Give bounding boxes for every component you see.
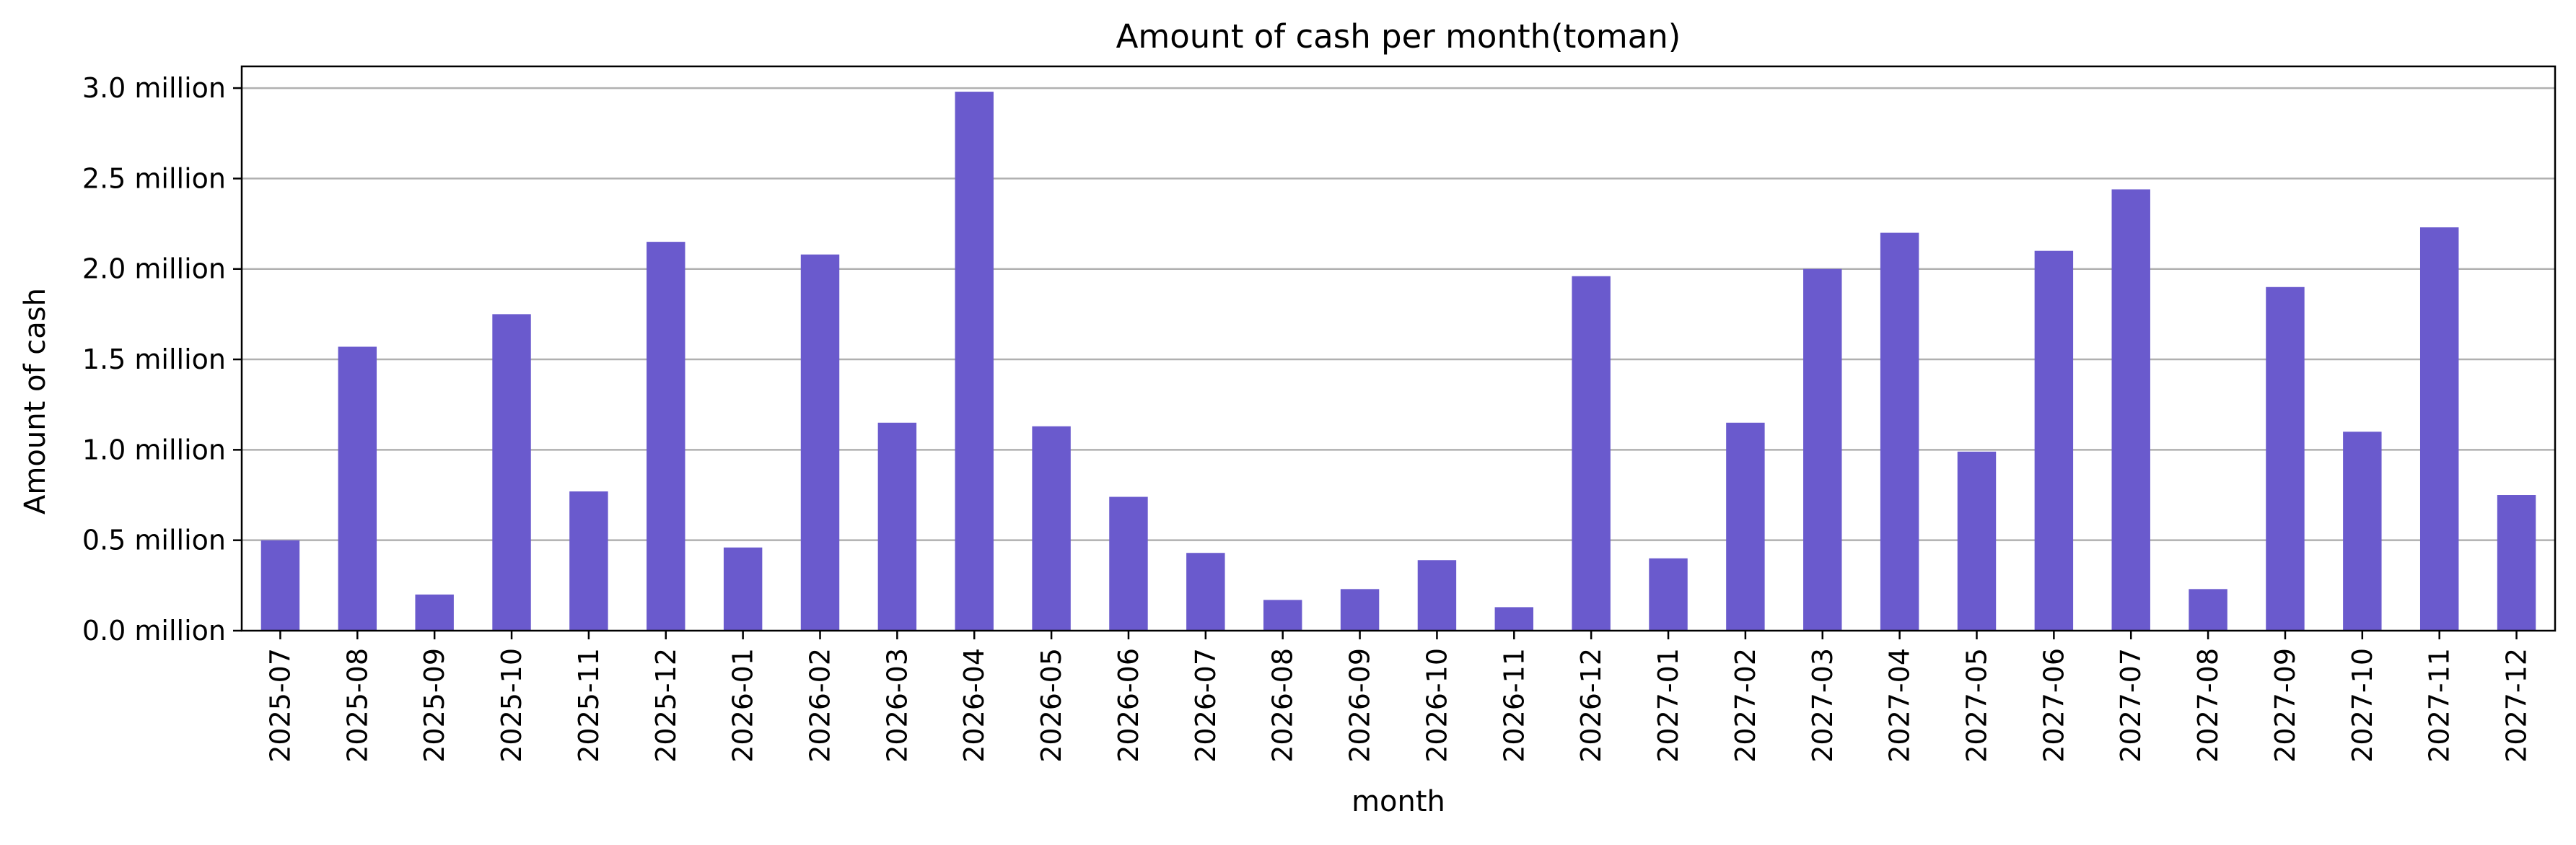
x-tick-label: 2027-09	[2269, 648, 2301, 763]
x-tick-label: 2026-09	[1344, 648, 1376, 763]
bar	[1263, 600, 1302, 631]
bar	[1032, 426, 1071, 631]
bar	[1109, 496, 1148, 631]
x-tick-label: 2027-01	[1652, 648, 1684, 763]
bar	[338, 346, 377, 631]
bar	[2189, 589, 2227, 631]
y-tick-label: 0.5 million	[82, 525, 226, 556]
bar	[877, 422, 917, 631]
x-tick-label: 2027-10	[2347, 648, 2378, 763]
bar	[647, 242, 685, 631]
x-tick-label: 2026-07	[1190, 648, 1222, 763]
bar	[415, 594, 454, 631]
bars	[260, 92, 2536, 631]
bar	[2034, 250, 2074, 631]
chart-title: Amount of cash per month(toman)	[1116, 17, 1681, 56]
bar	[1186, 553, 1225, 631]
axes	[240, 65, 2557, 632]
x-tick-label: 2027-11	[2424, 648, 2455, 763]
x-tick-label: 2025-07	[264, 648, 296, 763]
x-axis-label: month	[1351, 785, 1445, 818]
x-tick-label: 2025-08	[341, 648, 373, 763]
y-tick-label: 3.0 million	[82, 72, 226, 104]
bar	[800, 254, 840, 631]
bar	[260, 540, 300, 631]
x-tick-label: 2027-08	[2192, 648, 2224, 763]
bar	[1726, 422, 1765, 631]
bar	[1340, 589, 1380, 631]
bar	[569, 491, 608, 631]
x-tick-label: 2027-12	[2501, 648, 2533, 763]
y-tick-label: 2.0 million	[82, 253, 226, 285]
x-tick-label: 2026-01	[727, 648, 759, 763]
y-tick-label: 2.5 million	[82, 162, 226, 194]
bar	[723, 547, 763, 631]
bar	[1494, 607, 1534, 631]
y-axis-label: Amount of cash	[19, 288, 52, 515]
x-tick-label: 2027-04	[1884, 648, 1916, 763]
bar	[955, 92, 994, 631]
bar	[2111, 189, 2150, 631]
x-tick-label: 2027-03	[1807, 648, 1839, 763]
bar	[2266, 286, 2305, 631]
x-tick-label: 2026-02	[805, 648, 836, 763]
x-ticks: 2025-07 2025-08 2025-09 2025-10 2025-11 2025-…	[264, 631, 2533, 763]
x-tick-label: 2026-05	[1035, 648, 1067, 763]
y-tick-label: 0.0 million	[82, 615, 226, 647]
x-tick-label: 2027-07	[2115, 648, 2147, 763]
x-tick-label: 2027-05	[1961, 648, 1993, 763]
x-tick-label: 2025-12	[650, 648, 682, 763]
bar	[492, 314, 531, 631]
bar	[2497, 495, 2536, 631]
x-tick-label: 2027-06	[2038, 648, 2069, 763]
bar	[1572, 276, 1611, 631]
y-tick-label: 1.0 million	[82, 434, 226, 465]
bar	[1803, 268, 1842, 631]
x-tick-label: 2026-06	[1113, 648, 1144, 763]
bar	[1417, 560, 1457, 631]
bar	[1880, 232, 1919, 631]
x-tick-label: 2026-04	[958, 648, 990, 763]
y-ticks: 0.0 million 0.5 million 1.0 million 1.5 mil…	[82, 72, 242, 647]
gridlines	[242, 87, 2555, 541]
x-tick-label: 2026-10	[1421, 648, 1453, 763]
x-tick-label: 2026-11	[1498, 648, 1530, 763]
x-tick-label: 2027-02	[1730, 648, 1761, 763]
bar	[1649, 558, 1688, 631]
x-tick-label: 2025-09	[419, 648, 450, 763]
bar	[1957, 451, 1997, 631]
x-tick-label: 2025-11	[573, 648, 605, 763]
y-tick-label: 1.5 million	[82, 343, 226, 375]
x-tick-label: 2026-12	[1575, 648, 1607, 763]
plot-frame	[240, 65, 2557, 632]
x-tick-label: 2025-10	[496, 648, 527, 763]
x-tick-label: 2026-03	[881, 648, 913, 763]
bar	[2343, 432, 2382, 631]
x-tick-label: 2026-08	[1267, 648, 1299, 763]
bar	[2419, 227, 2459, 631]
